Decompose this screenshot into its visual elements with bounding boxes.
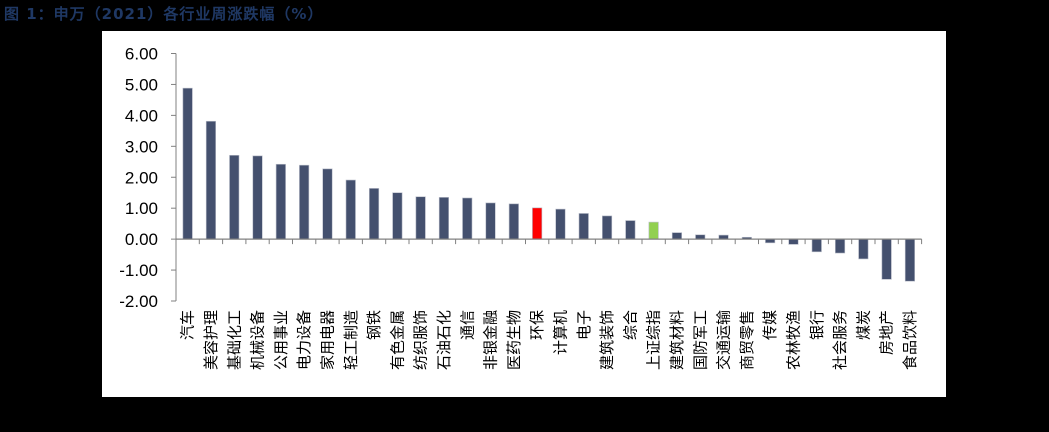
x-category-label: 电子: [575, 310, 593, 340]
bar-电力设备: [299, 164, 310, 240]
y-tick-label: 5.00: [125, 75, 158, 94]
x-category-label: 汽车: [179, 310, 197, 340]
bar-轻工制造: [345, 179, 356, 240]
x-category-label: 钢铁: [365, 310, 383, 340]
bar-食品饮料: [904, 238, 916, 282]
x-category-label: 基础化工: [225, 310, 243, 370]
x-category-label: 医药生物: [505, 310, 523, 370]
bar-煤炭: [858, 238, 869, 260]
y-tick-label: -1.00: [119, 261, 158, 280]
bar-建筑材料: [671, 232, 683, 240]
y-tick-label: 1.00: [125, 199, 158, 218]
bar-chart: 6.00 5.00 4.00 3.00 2.00 1.00 0.00 -1.00 -2.00 汽…: [119, 45, 923, 370]
bar-钢铁: [368, 188, 380, 240]
bar-有色金属: [392, 192, 403, 240]
x-category-label: 国防军工: [691, 310, 709, 370]
x-category-label: 上证综指: [645, 310, 663, 370]
bar-国防军工: [695, 234, 706, 240]
y-axis: 6.00 5.00 4.00 3.00 2.00 1.00 0.00 -1.00 -2.00: [119, 45, 177, 311]
bar-建筑装饰: [601, 215, 613, 240]
x-category-label: 非银金融: [482, 310, 500, 370]
x-axis-labels: 汽车 美容护理 基础化工 机械设备 公用事业 电力设备 家用电器 轻工制造 钢铁 有色金属 纺织服饰…: [179, 310, 919, 370]
bar-非银金融: [485, 202, 496, 240]
bar-汽车: [182, 87, 193, 240]
x-category-label: 计算机: [551, 310, 569, 355]
x-axis: [175, 238, 923, 245]
x-category-label: 通信: [458, 310, 476, 340]
x-category-label: 建筑材料: [668, 310, 686, 370]
bar-交通运输: [718, 234, 729, 240]
x-category-label: 煤炭: [854, 310, 872, 340]
x-category-label: 银行: [808, 310, 826, 340]
y-tick-label: 4.00: [125, 106, 158, 125]
bar-纺织服饰: [415, 196, 426, 240]
x-category-label: 纺织服饰: [412, 310, 430, 370]
x-category-label: 传媒: [761, 310, 779, 340]
bar-计算机: [555, 208, 566, 240]
x-category-label: 综合: [621, 310, 639, 340]
bar-环保: [532, 207, 543, 240]
bar-美容护理: [205, 120, 216, 240]
bar-综合: [625, 220, 636, 240]
x-category-label: 机械设备: [249, 310, 267, 370]
bar-电子: [578, 213, 589, 240]
y-tick-label: -2.00: [119, 292, 158, 311]
bar-房地产: [881, 238, 892, 280]
bar-农林牧渔: [788, 238, 799, 245]
x-category-label: 公用事业: [272, 310, 290, 370]
x-category-label: 建筑装饰: [598, 310, 616, 370]
chart-area: 6.00 5.00 4.00 3.00 2.00 1.00 0.00 -1.00 -2.00 汽…: [102, 31, 946, 397]
bar-医药生物: [508, 203, 519, 240]
x-category-label: 家用电器: [318, 310, 336, 370]
x-category-label: 社会服务: [831, 310, 849, 370]
x-category-label: 农林牧渔: [784, 310, 802, 370]
x-category-label: 电力设备: [295, 310, 313, 370]
figure-title: 图 1：申万（2021）各行业周涨跌幅（%）: [4, 5, 324, 23]
x-category-label: 食品饮料: [901, 310, 919, 370]
x-category-label: 交通运输: [715, 310, 733, 370]
x-category-label: 商贸零售: [738, 310, 756, 370]
x-category-label: 轻工制造: [342, 310, 360, 370]
x-category-label: 美容护理: [202, 310, 220, 370]
y-tick-label: 0.00: [125, 230, 158, 249]
bar-石油石化: [438, 197, 450, 240]
x-category-label: 房地产: [878, 310, 896, 355]
x-category-label: 石油石化: [435, 310, 453, 370]
bar-上证综指: [648, 221, 659, 240]
y-tick-label: 3.00: [125, 137, 158, 156]
bar-基础化工: [229, 154, 240, 240]
y-tick-label: 6.00: [125, 45, 158, 64]
bar-机械设备: [252, 155, 263, 240]
bars: [182, 87, 916, 282]
bar-社会服务: [834, 238, 846, 254]
x-category-label: 有色金属: [388, 310, 406, 370]
bar-银行: [811, 238, 822, 253]
bar-通信: [462, 197, 473, 240]
y-tick-label: 2.00: [125, 168, 158, 187]
bar-家用电器: [322, 168, 333, 240]
x-category-label: 环保: [528, 310, 546, 340]
bar-公用事业: [275, 163, 286, 240]
